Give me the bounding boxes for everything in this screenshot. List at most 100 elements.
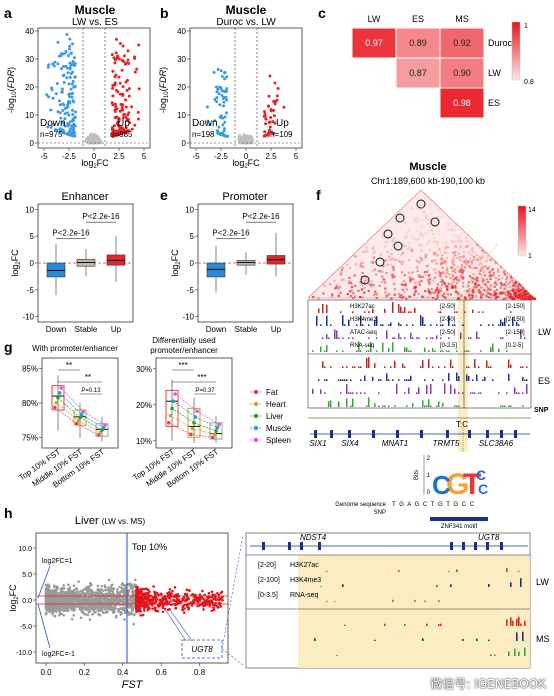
tissue-point [215,425,220,430]
p-value: P=0.37 [195,388,215,394]
gene-point [117,608,120,611]
gene-point [103,584,107,587]
gene-point [135,606,139,610]
gene-name: SLC38A6 [479,439,514,448]
legend-label: Heart [266,400,286,409]
track-signal [336,655,338,656]
track-signal [500,319,502,326]
gene-point [183,592,187,596]
gene-point [213,604,217,607]
tissue-point [170,406,174,411]
gene-point [86,600,89,603]
heatmap-cell [395,57,441,89]
fc-positive-label: log2FC=1 [42,558,73,565]
track-signal [338,379,340,381]
motif-logo: T [463,468,481,501]
track-signal [392,342,394,352]
y-tick-label: 20 [25,83,34,92]
gene-point [185,592,189,596]
gene-point [60,608,64,611]
gene-callout-box [181,639,223,659]
track-signal [374,639,376,641]
track-signal [320,346,322,352]
gene-point [46,591,49,594]
track-range: [2-50] [440,304,456,310]
track-signal [350,405,352,407]
snp-track-label: SNP [534,407,549,414]
track-signal [512,620,514,626]
gene-point [84,592,87,596]
gene-point [97,601,101,605]
track-signal [384,623,386,626]
x-axis-label: log2FC [232,158,260,170]
track-signal [448,571,450,572]
gene-point [78,595,82,599]
track-signal [412,324,414,326]
x-tick-label: 0.8 [194,668,206,677]
genome-tracks: NDST4 UGT8 [2-20] H3K27ac [2-100] H3K4me3 [0-3… [250,533,528,656]
track-signal [440,623,442,626]
track-signal [444,366,446,368]
gene-point [85,588,89,592]
gene-point [64,609,67,612]
gene-point [131,605,135,608]
gene-point [59,605,63,609]
motif-tick: 0 [427,490,431,496]
gene-point [61,605,65,609]
gene-point [198,593,202,596]
track-signal [384,308,386,313]
track-range: [2-100] [258,577,280,584]
gene-point [135,595,139,599]
row-label: LW [488,68,501,78]
loop-anchor-circle [383,229,393,239]
track-signal [338,337,340,339]
gene-point [130,587,134,590]
track-signal [406,324,408,326]
gene-point [94,601,97,605]
track-signal [470,392,472,394]
p-value: P<2.2e-16 [212,228,250,237]
track-signal [326,345,328,352]
gene-point [108,600,111,604]
track-signal [480,392,482,394]
gene-point [201,589,204,593]
track-signal [454,324,456,326]
track-signal [322,361,324,368]
track-signal [348,319,350,326]
tissue-point [54,400,59,405]
gene-point [154,609,157,612]
track-signal [442,402,444,407]
gene-point [203,593,206,597]
track-signal [404,379,406,381]
track-signal [404,392,406,394]
y-tick-label: 5.0 [22,572,32,579]
track-signal [422,638,424,641]
y-tick-label: 30 [25,55,34,64]
track-signal [510,405,512,407]
genomic-coordinates: Chr1:189,600 kb-190,100 kb [371,176,485,186]
gene-point [214,598,218,602]
track-signal [424,405,426,407]
gene-point [141,601,145,605]
x-tick-label: 2.5 [265,152,277,161]
track-signal [456,569,458,572]
panel-g: g With promoter/enhancer Differentially … [4,336,292,490]
track-signal [406,405,408,407]
gene-point [139,587,143,591]
up-label: Up [117,118,130,129]
gene-point [83,613,87,616]
track-signal [360,379,362,381]
heatmap-cell [439,87,485,119]
track-signal [448,350,450,352]
track-signal [344,624,346,626]
track-signal [396,383,398,394]
legend-label: Fat [266,388,278,397]
track-signal [428,350,430,352]
gene-point [79,616,83,620]
gene-point [90,583,93,586]
track-signal [522,631,524,641]
track-signal [522,376,524,381]
gene-point [131,592,134,596]
gene-point [52,608,56,612]
track-signal [410,350,412,352]
